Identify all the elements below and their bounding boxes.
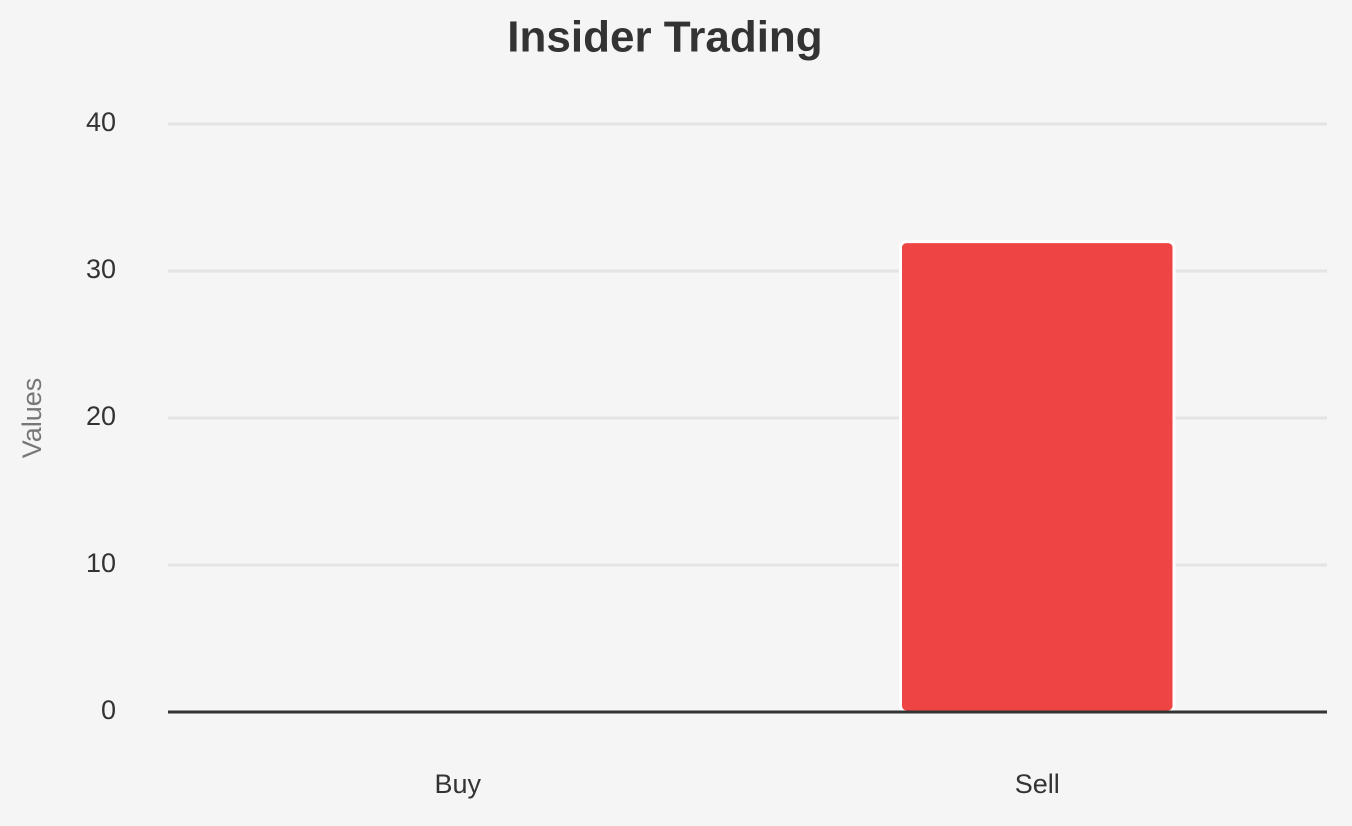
x-tick-label: Sell [1015, 769, 1060, 799]
chart-title: Insider Trading [507, 13, 822, 62]
y-tick-label: 30 [86, 254, 116, 284]
x-tick-label: Buy [434, 769, 481, 799]
bar [898, 240, 1176, 714]
y-axis-label: Values [17, 378, 47, 459]
y-tick-label: 20 [86, 401, 116, 431]
y-tick-label: 0 [101, 695, 116, 725]
y-tick-label: 40 [86, 107, 116, 137]
y-tick-label: 10 [86, 548, 116, 578]
